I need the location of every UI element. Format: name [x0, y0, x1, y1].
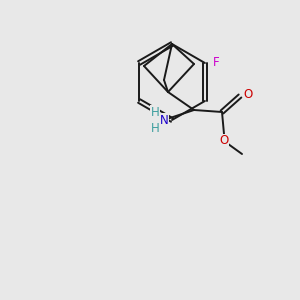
Text: H: H [151, 122, 159, 134]
Text: N: N [160, 113, 168, 127]
Text: O: O [219, 134, 229, 148]
Text: F: F [213, 56, 219, 70]
Text: O: O [243, 88, 253, 101]
Text: H: H [151, 106, 159, 118]
